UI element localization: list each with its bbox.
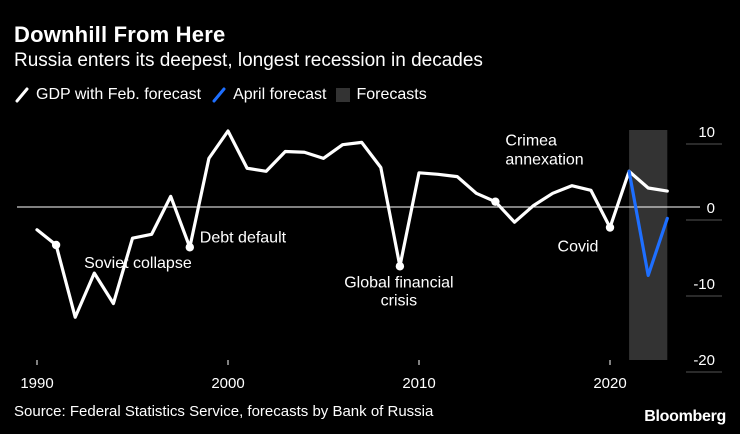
annotation-marker [185,243,194,252]
annotation-marker [491,197,500,206]
legend-label-gdp: GDP with Feb. forecast [36,86,202,103]
series-line-april-forecast [627,169,669,277]
x-tick-label: 2020 [593,375,626,392]
legend-item-april: April forecast [211,86,326,104]
y-tick-label: 10 [698,124,715,141]
legend-label-april: April forecast [233,86,327,103]
annotation-label: Crimea annexation [505,133,583,169]
series-line-gdp [35,129,669,319]
line-slash-icon [14,87,30,103]
annotation-label: Covid [558,239,599,256]
legend-item-forecasts: Forecasts [336,86,427,104]
annotation-label: Global financial crisis [344,274,453,309]
legend-label-forecasts: Forecasts [356,86,427,103]
chart-subtitle: Russia enters its deepest, longest reces… [14,50,483,71]
y-tick-label: -10 [693,276,715,293]
shaded-box-icon [336,88,351,102]
annotation-marker [51,240,61,250]
x-tick-label: 1990 [20,375,53,392]
y-tick-label: -20 [693,352,715,369]
annotation-label: Debt default [200,229,287,246]
x-tick-label: 2000 [211,375,244,392]
annotation-marker [605,223,615,232]
line-slash-icon [211,87,227,103]
source-note: Source: Federal Statistics Service, fore… [14,403,434,420]
brand-logo: Bloomberg [644,408,726,425]
y-tick-label: 0 [707,200,715,217]
legend-item-gdp: GDP with Feb. forecast [14,86,201,104]
x-tick-label: 2010 [402,375,435,392]
chart-title: Downhill From Here [14,22,226,47]
legend: GDP with Feb. forecast April forecast Fo… [14,86,427,104]
annotation-marker [395,262,405,271]
annotation-label: Soviet collapse [84,255,192,272]
forecast-region [629,130,668,360]
